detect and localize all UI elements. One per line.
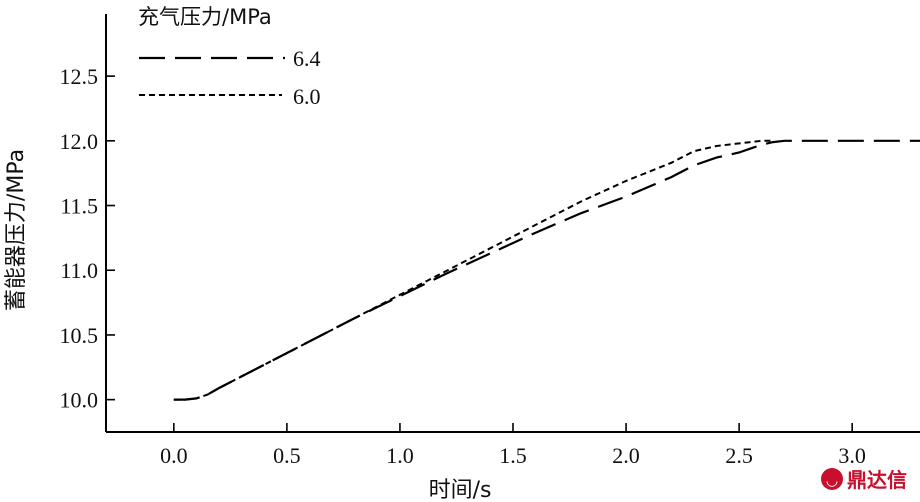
watermark-text: 鼎达信: [847, 468, 907, 492]
series-line-6.4: [173, 139, 920, 401]
y-tick-label: 10.5: [60, 323, 99, 348]
y-axis-title: 蓄能器压力/MPa: [4, 149, 29, 311]
x-axis-ticks: 0.0 0.5 1.0 1.5 2.0 2.5 3.0: [160, 423, 866, 468]
x-tick-label: 0.0: [160, 443, 188, 468]
legend-title: 充气压力/MPa: [138, 5, 272, 29]
x-axis-title: 时间/s: [429, 478, 492, 502]
watermark-logo: ◡ 鼎达信: [821, 468, 907, 492]
x-tick-label: 3.0: [838, 443, 866, 468]
y-tick-label: 11.5: [60, 194, 98, 219]
series-line-6.0: [173, 139, 773, 401]
y-tick-label: 12.5: [60, 64, 99, 89]
y-tick-label: 10.0: [60, 388, 99, 413]
y-axis-ticks: 10.0 10.5 11.0 11.5 12.0 12.5: [60, 64, 115, 413]
watermark-icon-glyph: ◡: [827, 473, 838, 489]
y-tick-label: 11.0: [60, 258, 98, 283]
x-tick-label: 0.5: [273, 443, 301, 468]
x-tick-label: 1.5: [499, 443, 527, 468]
x-tick-label: 2.5: [725, 443, 753, 468]
watermark-icon: [821, 468, 843, 490]
axes: [105, 14, 920, 433]
y-tick-label: 12.0: [60, 129, 99, 154]
x-tick-label: 1.0: [386, 443, 414, 468]
legend: 充气压力/MPa 6.4 6.0: [138, 5, 321, 109]
x-tick-label: 2.0: [612, 443, 640, 468]
series-layer: [173, 139, 920, 401]
legend-label-6.0: 6.0: [293, 84, 321, 109]
legend-label-6.4: 6.4: [293, 46, 321, 71]
